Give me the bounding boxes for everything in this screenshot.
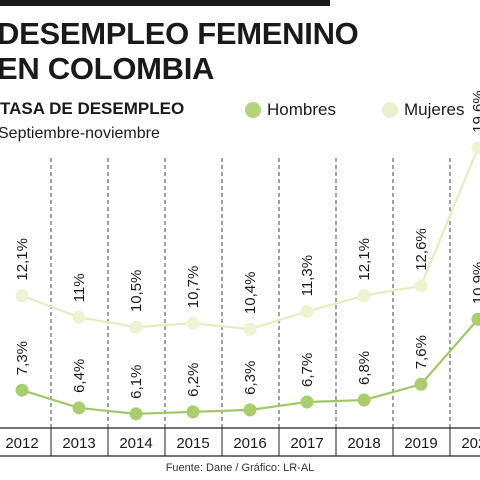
data-label-hombres: 6,8% bbox=[356, 351, 373, 385]
legend-label-mujeres: Mujeres bbox=[404, 100, 465, 119]
data-label-mujeres: 10,5% bbox=[128, 270, 145, 313]
data-point-mujeres bbox=[414, 279, 428, 293]
data-point-hombres bbox=[300, 395, 314, 409]
x-tick-label: 2020 bbox=[461, 435, 480, 452]
data-label-hombres: 6,4% bbox=[71, 359, 88, 393]
data-point-mujeres bbox=[300, 304, 314, 318]
x-tick-label: 2012 bbox=[5, 435, 38, 452]
data-label-hombres: 6,1% bbox=[128, 365, 145, 399]
data-label-mujeres: 19,6% bbox=[470, 90, 480, 133]
x-tick-label: 2018 bbox=[347, 435, 380, 452]
data-label-mujeres: 10,7% bbox=[185, 266, 202, 309]
title-line-1: DESEMPLEO FEMENINO bbox=[0, 16, 359, 51]
data-point-mujeres bbox=[15, 289, 29, 303]
data-label-hombres: 6,7% bbox=[299, 353, 316, 387]
x-tick-label: 2017 bbox=[290, 435, 323, 452]
data-label-hombres: 6,3% bbox=[242, 361, 259, 395]
data-label-mujeres: 12,1% bbox=[14, 238, 31, 281]
page-title: DESEMPLEO FEMENINO EN COLOMBIA bbox=[0, 16, 359, 86]
title-line-2: EN COLOMBIA bbox=[0, 51, 215, 86]
data-label-hombres: 7,6% bbox=[413, 335, 430, 369]
data-point-hombres bbox=[72, 401, 86, 415]
data-label-hombres: 6,2% bbox=[185, 363, 202, 397]
data-point-hombres bbox=[186, 405, 200, 419]
data-point-mujeres bbox=[357, 289, 371, 303]
data-point-mujeres bbox=[72, 310, 86, 324]
legend-dot-hombres bbox=[245, 102, 261, 118]
source-note: Fuente: Dane / Gráfico: LR-AL bbox=[165, 462, 315, 474]
data-point-mujeres bbox=[186, 316, 200, 330]
data-point-hombres bbox=[471, 312, 480, 326]
x-tick-label: 2014 bbox=[119, 435, 152, 452]
top-bar bbox=[0, 0, 330, 6]
data-label-mujeres: 10,4% bbox=[242, 272, 259, 315]
data-label-mujeres: 11,3% bbox=[299, 255, 316, 296]
chart-subtitle: TASA DE DESEMPLEO bbox=[0, 99, 185, 118]
legend-dot-mujeres bbox=[382, 102, 398, 118]
x-tick-label: 2013 bbox=[62, 435, 95, 452]
data-point-mujeres bbox=[129, 320, 143, 334]
data-point-mujeres bbox=[471, 141, 480, 155]
data-label-mujeres: 12,6% bbox=[413, 228, 430, 271]
period-label: Septiembre-noviembre bbox=[0, 125, 160, 142]
data-label-hombres: 10,9% bbox=[470, 262, 480, 305]
data-label-mujeres: 11% bbox=[71, 273, 88, 302]
data-label-mujeres: 12,1% bbox=[356, 238, 373, 281]
data-point-mujeres bbox=[243, 322, 257, 336]
data-point-hombres bbox=[15, 383, 29, 397]
legend-label-hombres: Hombres bbox=[267, 100, 336, 119]
data-point-hombres bbox=[129, 407, 143, 421]
x-tick-label: 2015 bbox=[176, 435, 209, 452]
data-label-hombres: 7,3% bbox=[14, 341, 31, 375]
data-point-hombres bbox=[243, 403, 257, 417]
data-point-hombres bbox=[414, 377, 428, 391]
x-tick-label: 2016 bbox=[233, 435, 266, 452]
data-point-hombres bbox=[357, 393, 371, 407]
x-tick-label: 2019 bbox=[404, 435, 437, 452]
